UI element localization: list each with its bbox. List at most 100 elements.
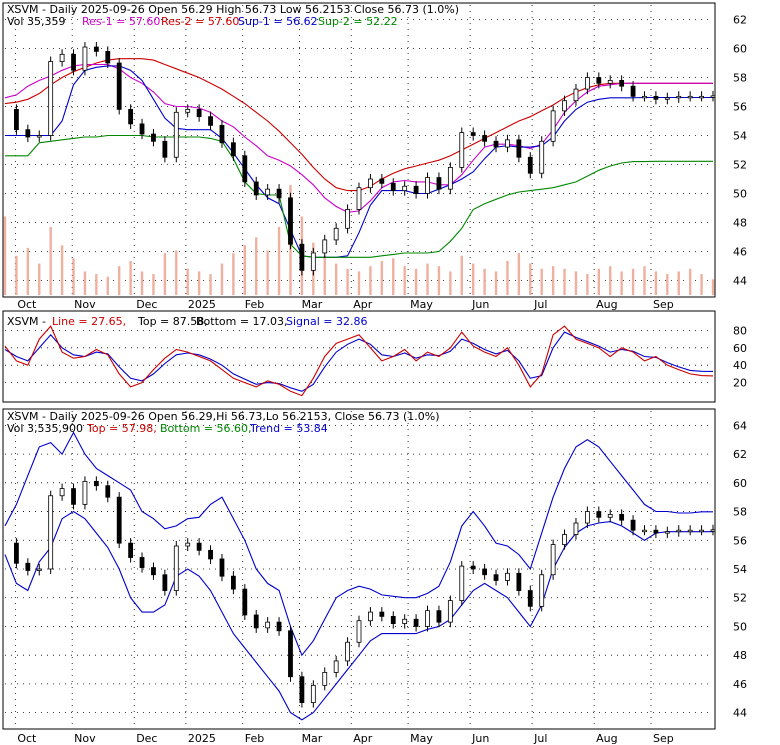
x-axis-label: May [410,732,433,745]
x-axis-label: Aug [596,298,617,311]
boll-candle-body [402,618,408,624]
x-axis-label: Jun [471,298,489,311]
price-candle-body [505,139,510,148]
price-y-ticks: 44 46 48 50 52 54 56 58 60 62 [733,14,747,288]
volume-bar [574,271,578,295]
price-candle-body [128,109,134,125]
price-candle-body [162,140,168,158]
volume-bar [129,260,132,295]
boll-candle-body [527,590,533,607]
boll-candle-body [265,621,271,629]
boll-candle-body [379,611,385,617]
volume-bar [426,263,429,295]
boll-y-tick: 50 [733,620,747,633]
volume-bar [643,266,646,295]
volume-bar [220,263,224,295]
boll-candle-body [276,621,282,632]
price-candle-body [447,166,453,190]
price-candle-body [402,185,408,191]
volume-bar [117,266,121,295]
volume-bar [334,263,338,295]
volume-bar [620,271,623,295]
boll-candle-body [230,575,236,590]
boll-header-line1: XSVM - Daily 2025-09-26 Open 56.29,Hi 56… [7,410,440,423]
osc-header-ticker: XSVM - [7,315,46,328]
price-candle-body [550,110,556,142]
volume-bar [631,268,635,295]
volume-bar [494,271,498,295]
price-header-res1: Res-1 = 57.60 [82,15,160,28]
x-axis-label: Apr [353,732,373,745]
boll-candle-body [676,529,682,533]
price-candle-body [93,46,99,52]
boll-y-tick: 60 [733,477,747,490]
boll-candle-body [687,529,693,533]
x-axis-label: Sep [653,732,674,745]
boll-candle-body [71,488,76,505]
boll-candle-body [151,567,156,576]
volume-bar [540,268,543,295]
volume-bar [677,271,680,295]
price-candle-body [630,85,636,97]
bollinger-x-labels: Oct Nov Dec 2025 Feb Mar Apr May Jun Jul Aug Sep [17,732,673,745]
price-candle-body [322,239,328,254]
boll-candle-body [459,565,465,601]
price-y-tick: 62 [733,14,747,27]
bollinger-y-ticks: 44 46 48 50 52 54 56 58 60 62 64 [733,419,747,719]
price-y-tick: 58 [733,72,747,85]
boll-upper-band [4,431,713,657]
price-candle-body [584,77,590,90]
oscillator-panel: 20 40 60 80 XSVM - Line = 27.65, Top = 87.5… [2,310,747,403]
x-axis-label: Mar [302,298,323,311]
price-candle-body [185,109,191,113]
osc-header-top: Top = 87.58, [137,315,208,328]
price-header: XSVM - Daily 2025-09-26 Open 56.29 High … [7,3,459,28]
boll-y-tick: 44 [733,707,747,720]
price-candle-body [219,124,225,144]
x-axis-label: Dec [136,732,157,745]
osc-y-tick: 40 [733,359,747,372]
price-candle-body [413,185,419,194]
volume-bar [255,237,258,295]
price-candle-body [425,177,430,194]
price-candle-body [368,178,373,189]
price-candle-body [607,80,613,84]
volume-bar [243,245,247,295]
price-candle-body [356,187,362,210]
boll-candle-body [436,610,442,623]
osc-y-tick: 60 [733,342,747,355]
boll-candle-body [562,534,567,545]
price-candle-body [470,132,476,136]
price-candle-body [48,61,54,136]
volume-bar [471,263,475,295]
boll-candle-body [630,519,636,531]
volume-bar [403,266,406,295]
boll-candle-body [288,630,293,678]
price-candle-body [82,46,88,71]
boll-candle-body [93,480,99,487]
price-y-tick: 50 [733,188,747,201]
volume-bar [186,268,189,295]
price-candle-body [139,123,145,135]
price-candle-body [459,132,465,168]
volume-bar [380,260,384,295]
oscillator-header: XSVM - Line = 27.65, Top = 87.58, Bottom… [7,315,368,328]
price-y-tick: 48 [733,217,747,230]
volume-bar [369,266,372,295]
price-candle-body [573,88,579,102]
osc-y-tick: 20 [733,377,747,390]
boll-y-tick: 54 [733,563,747,576]
price-candle-body [539,140,545,174]
volume-bar [197,271,201,295]
price-candle-body [265,188,271,196]
x-axis-label: Oct [17,298,37,311]
boll-candle-body [619,514,625,521]
boll-header-trend: Trend = 53.84 [249,422,328,435]
boll-candle-body [607,514,613,518]
boll-candle-body [242,588,248,616]
boll-candle-body [710,529,716,532]
boll-candle-body [253,614,259,629]
boll-candle-body [653,529,659,534]
boll-candle-body [505,572,510,581]
boll-candle-body [642,529,647,533]
